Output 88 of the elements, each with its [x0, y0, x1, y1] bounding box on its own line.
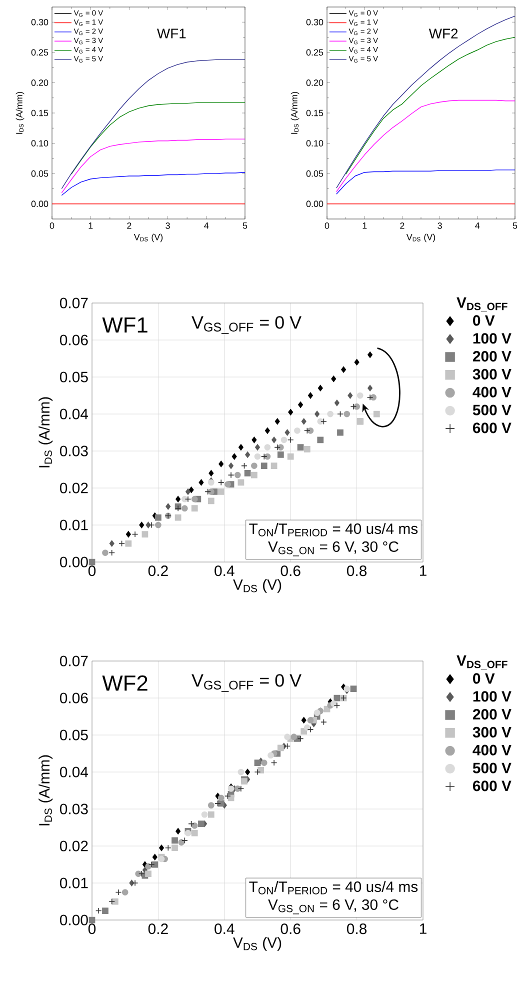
annotation: T$_{ON}$/T$_{PERIOD}$ = 40 us/4 ms	[249, 523, 418, 536]
x-tick-label: 0	[88, 924, 96, 934]
text: WF2	[428, 28, 458, 38]
x-tick-label: 0	[88, 566, 96, 576]
y-tick-label: 0.05	[60, 372, 88, 382]
y-tick-label: 0.15	[306, 110, 324, 116]
legend-label: 400 V	[472, 744, 512, 756]
annotation: V$_{GS_OFF}$ = 0 V	[192, 316, 302, 334]
annotation: V$_{GS_OFF}$ = 0 V	[192, 674, 302, 692]
y-tick-label: 0.10	[31, 140, 48, 146]
y-tick-label: 0.20	[31, 80, 48, 86]
legend-label: 0 V	[473, 315, 495, 326]
legend-title: V$_{DS_OFF}$	[456, 297, 508, 312]
annotation: T$_{ON}$/T$_{PERIOD}$ = 40 us/4 ms	[249, 881, 418, 894]
y-tick-label: 0.01	[60, 878, 88, 888]
y-tick-label: 0.20	[306, 80, 324, 86]
x-tick-label: 1	[420, 924, 426, 934]
legend-label: 400 V	[472, 386, 512, 398]
y-tick-label: 0.06	[60, 692, 88, 704]
legend-label: 600 V	[472, 422, 512, 434]
x-tick-label: 1	[88, 222, 93, 229]
legend-label: 100 V	[473, 691, 512, 702]
y-tick-label: 0.07	[60, 656, 88, 666]
y-axis-title: I$_{DS}$ (A/mm)	[38, 397, 53, 468]
y-tick-label: 0.00	[60, 556, 88, 568]
legend-label: 100 V	[473, 333, 512, 344]
legend-label: 300 V	[472, 726, 512, 738]
y-tick-label: 0.15	[31, 110, 48, 116]
x-tick-label: 1	[420, 566, 426, 576]
y-tick-label: 0.10	[306, 140, 324, 146]
y-tick-label: 0.05	[306, 170, 324, 177]
x-axis-title: V$_{DS}$ (V)	[233, 936, 282, 951]
y-tick-label: 0.00	[31, 200, 48, 208]
y-tick-label: 0.03	[60, 446, 88, 456]
annotation: V$_{GS_ON}$ = 6 V, 30 °C	[268, 541, 398, 556]
legend-label: 500 V	[472, 404, 512, 416]
y-tick-label: 0.30	[31, 18, 48, 26]
legend-label: 0 V	[473, 673, 495, 684]
x-tick-label: 0	[324, 222, 330, 229]
y-tick-label: 0.04	[60, 408, 88, 420]
y-axis-title: I$_{DS}$ (A/mm)	[38, 755, 53, 826]
x-tick-label: 0	[50, 222, 54, 229]
y-axis-title: I$_{DS}$ (A/mm)	[290, 92, 300, 134]
y-tick-label: 0.00	[60, 914, 88, 926]
y-tick-label: 0.02	[60, 840, 88, 852]
x-axis-title: V$_{DS}$ (V)	[233, 578, 282, 593]
y-tick-label: 0.04	[60, 766, 88, 778]
x-tick-label: 0.8	[346, 566, 367, 576]
legend-label: 200 V	[472, 708, 512, 720]
y-tick-label: 0.25	[31, 49, 48, 56]
y-tick-label: 0.01	[60, 520, 88, 530]
x-tick-label: 3	[166, 222, 170, 229]
x-tick-label: 0.2	[148, 566, 168, 576]
x-tick-label: 4	[204, 222, 209, 229]
y-tick-label: 0.05	[60, 730, 88, 740]
x-tick-label: 0.4	[214, 566, 234, 576]
y-tick-label: 0.00	[306, 200, 324, 208]
y-tick-label: 0.02	[60, 482, 88, 494]
x-tick-label: 0.6	[280, 924, 300, 934]
legend-label: 300 V	[472, 368, 512, 380]
y-tick-label: 0.06	[60, 334, 88, 346]
x-tick-label: 0.4	[214, 924, 234, 934]
x-tick-label: 5	[242, 222, 248, 229]
y-tick-label: 0.25	[306, 49, 324, 56]
x-tick-label: 3	[438, 222, 442, 229]
y-tick-label: 0.07	[60, 298, 88, 308]
text: WF1	[102, 317, 148, 333]
x-tick-label: 0.2	[148, 924, 168, 934]
text: WF2	[102, 675, 148, 691]
y-tick-label: 0.05	[31, 170, 48, 177]
legend-label: 500 V	[472, 762, 512, 774]
x-tick-label: 4	[475, 222, 480, 229]
legend-title: V$_{DS_OFF}$	[456, 655, 508, 670]
x-tick-label: 2	[400, 222, 404, 229]
legend-label: 600 V	[472, 780, 512, 792]
y-tick-label: 0.03	[60, 804, 88, 814]
annotation: V$_{GS_ON}$ = 6 V, 30 °C	[268, 899, 398, 914]
x-tick-label: 5	[512, 222, 518, 229]
x-tick-label: 2	[127, 222, 132, 229]
x-tick-label: 1	[362, 222, 367, 229]
x-tick-label: 0.8	[346, 924, 367, 934]
x-tick-label: 0.6	[280, 566, 300, 576]
y-axis-title: I$_{DS}$ (A/mm)	[16, 92, 24, 134]
x-axis-title: V$_{DS}$ (V)	[406, 234, 436, 242]
legend-label: 200 V	[472, 350, 512, 362]
text: WF1	[157, 28, 186, 38]
x-axis-title: V$_{DS}$ (V)	[134, 234, 163, 242]
y-tick-label: 0.30	[306, 18, 324, 26]
